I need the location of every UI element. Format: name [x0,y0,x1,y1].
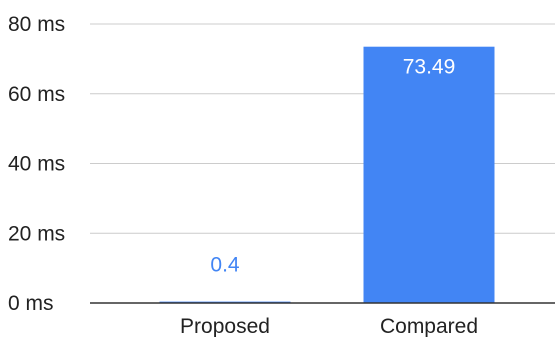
y-tick-label: 80 ms [8,13,65,36]
bar-compared [363,46,495,304]
x-tick-label: Proposed [180,315,270,337]
x-tick-label: Compared [380,315,478,337]
y-tick-label: 0 ms [8,292,54,315]
y-tick-label: 40 ms [8,153,65,176]
data-label: 73.49 [403,56,456,79]
y-tick-label: 20 ms [8,222,65,245]
data-label: 0.4 [210,254,240,277]
y-tick-label: 60 ms [8,83,65,106]
